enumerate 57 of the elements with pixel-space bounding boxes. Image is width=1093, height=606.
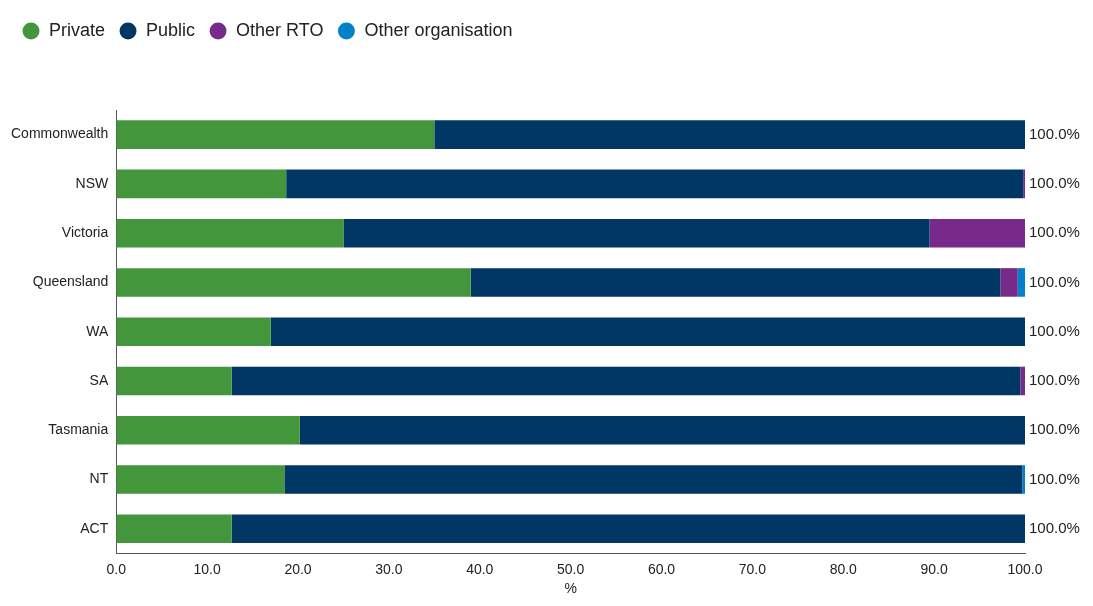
total-label: 100.0% [1029,174,1080,192]
bar [116,366,232,396]
bar [286,169,1024,199]
y-tick-label: WA [86,322,109,339]
total-label: 100.0% [1029,469,1080,487]
bar [434,120,1025,149]
x-tick-label: 90.0 [920,560,948,577]
y-tick-label: SA [89,371,109,388]
x-tick-label: 10.0 [193,560,221,577]
y-tick-label: Queensland [32,273,109,290]
bar [1022,465,1025,494]
bar [116,317,271,346]
x-tick-label: 100.0 [1007,560,1043,577]
legend-label: Other RTO [236,19,324,40]
y-tick-label: NSW [75,174,110,191]
bar [116,120,435,149]
total-label: 100.0% [1029,518,1080,536]
legend-label: Private [49,19,106,40]
bar [270,317,1025,346]
y-tick-label: Commonwealth [11,125,109,142]
total-label: 100.0% [1029,321,1080,339]
y-tick-label: NT [89,470,109,487]
x-tick-label: 30.0 [375,560,403,577]
total-label: 100.0% [1029,124,1080,142]
x-tick-label: 0.0 [106,560,127,577]
total-label: 100.0% [1029,371,1080,389]
total-label: 100.0% [1029,223,1080,241]
bar [116,514,232,544]
legend-label: Other organisation [364,19,513,40]
legend-label: Public [146,19,196,40]
bar [116,415,300,445]
bar [231,366,1021,396]
total-label: 100.0% [1029,272,1080,290]
bar [116,465,285,494]
y-tick-label: Tasmania [48,421,109,438]
y-tick-label: ACT [80,519,109,536]
x-tick-label: 20.0 [284,560,312,577]
x-tick-label: 80.0 [829,560,858,577]
bar [116,218,344,248]
bar [284,465,1023,494]
bar [1020,366,1025,396]
bar [929,218,1025,248]
x-tick-label: 40.0 [466,560,494,577]
x-tick-label: 60.0 [647,560,676,577]
bar [470,268,1001,297]
bar [299,415,1025,445]
bar [1017,268,1025,297]
y-tick-label: Victoria [61,224,109,241]
x-axis-title: % [564,580,577,597]
bar [116,169,287,199]
bar [231,514,1025,544]
bar [116,268,471,297]
total-label: 100.0% [1029,420,1080,438]
x-tick-label: 50.0 [557,560,585,577]
bar [1000,268,1018,297]
bar [343,218,930,248]
x-tick-label: 70.0 [738,560,767,577]
